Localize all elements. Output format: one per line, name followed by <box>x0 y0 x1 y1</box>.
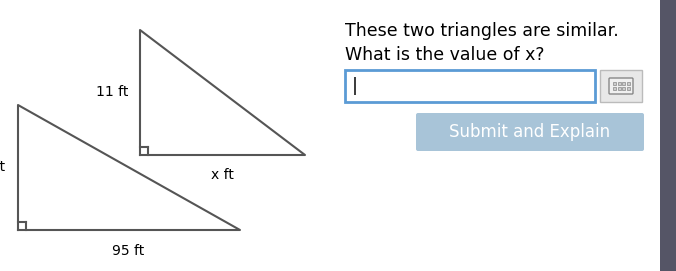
Text: Submit and Explain: Submit and Explain <box>450 123 610 141</box>
Text: 55 ft: 55 ft <box>0 160 5 174</box>
Bar <box>613 82 616 85</box>
Bar <box>613 87 616 90</box>
Bar <box>622 87 625 90</box>
Bar <box>345 70 595 102</box>
Bar <box>617 87 621 90</box>
Text: What is the value of x?: What is the value of x? <box>345 46 544 64</box>
Bar <box>600 70 642 102</box>
Bar <box>617 82 621 85</box>
Bar <box>622 82 625 85</box>
Text: x ft: x ft <box>210 168 233 182</box>
Text: |: | <box>352 77 358 95</box>
Bar <box>627 87 629 90</box>
Text: 95 ft: 95 ft <box>112 244 144 258</box>
FancyBboxPatch shape <box>609 78 633 94</box>
FancyBboxPatch shape <box>416 113 644 151</box>
Bar <box>660 0 676 271</box>
Bar <box>627 82 629 85</box>
Text: 11 ft: 11 ft <box>95 85 128 99</box>
Text: These two triangles are similar.: These two triangles are similar. <box>345 22 619 40</box>
